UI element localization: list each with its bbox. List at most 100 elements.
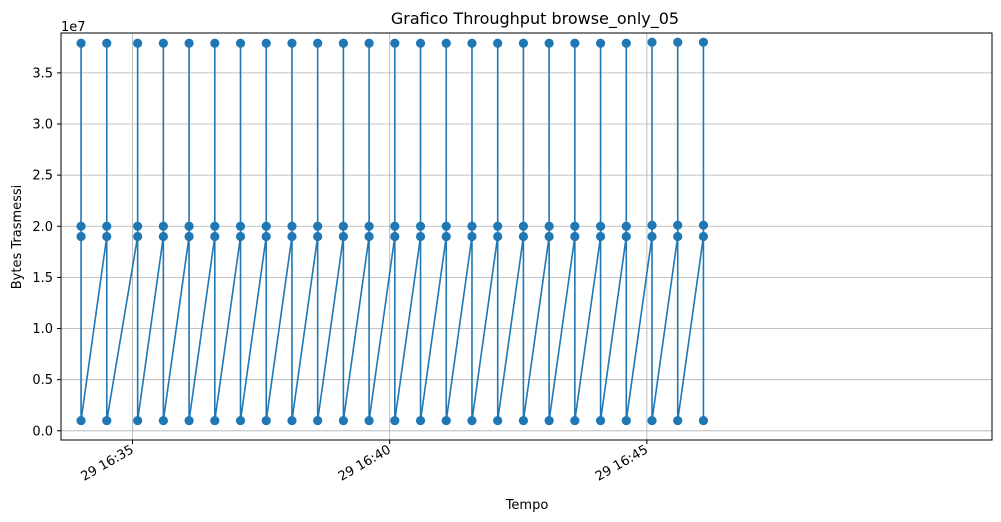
data-point bbox=[133, 38, 143, 48]
data-point bbox=[518, 221, 529, 231]
data-point bbox=[595, 231, 606, 242]
y-axis-ticks: 0.0 0.5 1.0 1.5 2.0 2.5 3.0 3.5 bbox=[32, 66, 61, 439]
data-point bbox=[544, 38, 554, 48]
data-point bbox=[158, 221, 168, 231]
data-point bbox=[647, 220, 657, 230]
data-point bbox=[158, 38, 168, 48]
data-point bbox=[235, 38, 246, 48]
data-point bbox=[313, 231, 323, 242]
data-point bbox=[76, 38, 86, 48]
data-point bbox=[647, 37, 657, 47]
data-point bbox=[364, 38, 374, 48]
data-point bbox=[261, 231, 271, 242]
x-axis-label: Tempo bbox=[505, 498, 549, 513]
data-point bbox=[184, 38, 194, 48]
data-point bbox=[235, 415, 246, 426]
data-point bbox=[698, 415, 709, 426]
data-point bbox=[184, 415, 194, 426]
data-point bbox=[210, 38, 220, 48]
data-point bbox=[390, 415, 400, 426]
data-point bbox=[390, 231, 400, 242]
y-tick-label: 3.0 bbox=[32, 118, 53, 133]
data-point bbox=[313, 38, 323, 48]
data-point bbox=[313, 221, 323, 231]
data-point bbox=[364, 231, 374, 242]
y-axis-label: Bytes Trasmessi bbox=[10, 185, 25, 290]
data-point bbox=[364, 221, 374, 231]
data-point bbox=[102, 231, 112, 242]
data-point bbox=[595, 415, 606, 426]
data-point bbox=[287, 38, 297, 48]
data-point bbox=[102, 38, 112, 48]
data-point bbox=[415, 38, 426, 48]
data-point bbox=[518, 415, 529, 426]
data-point bbox=[338, 38, 348, 48]
data-point bbox=[518, 231, 529, 242]
plot-area-frame bbox=[60, 32, 993, 441]
y-tick-label: 2.5 bbox=[32, 169, 53, 184]
data-point bbox=[313, 415, 323, 426]
y-tick-label: 1.0 bbox=[32, 322, 53, 337]
y-offset-label: 1e7 bbox=[61, 20, 86, 35]
data-point bbox=[570, 415, 580, 426]
data-point bbox=[76, 221, 86, 231]
data-point bbox=[102, 221, 112, 231]
y-tick-label: 0.0 bbox=[32, 424, 53, 439]
data-point bbox=[158, 415, 168, 426]
data-point bbox=[184, 221, 194, 231]
data-point bbox=[493, 231, 503, 242]
series-line bbox=[80, 41, 705, 422]
data-point bbox=[493, 221, 503, 231]
data-point bbox=[544, 415, 554, 426]
data-point bbox=[698, 220, 709, 230]
data-point bbox=[441, 221, 451, 231]
data-point bbox=[518, 38, 529, 48]
data-point bbox=[544, 231, 554, 242]
data-point bbox=[493, 38, 503, 48]
data-point bbox=[698, 231, 709, 242]
data-point bbox=[415, 415, 426, 426]
data-point bbox=[235, 221, 246, 231]
data-point bbox=[287, 415, 297, 426]
data-point bbox=[235, 231, 246, 242]
data-point bbox=[467, 38, 477, 48]
data-point bbox=[210, 221, 220, 231]
data-point bbox=[287, 231, 297, 242]
data-point bbox=[673, 231, 683, 242]
data-point bbox=[390, 38, 400, 48]
data-point bbox=[261, 38, 271, 48]
data-point bbox=[570, 231, 580, 242]
series-throughput bbox=[76, 37, 709, 426]
y-tick-label: 3.5 bbox=[32, 66, 53, 81]
data-point bbox=[570, 221, 580, 231]
data-point bbox=[184, 231, 194, 242]
data-point bbox=[210, 415, 220, 426]
data-point bbox=[76, 231, 86, 242]
data-point bbox=[647, 231, 657, 242]
data-point bbox=[364, 415, 374, 426]
data-point bbox=[467, 415, 477, 426]
data-point bbox=[76, 415, 86, 426]
data-point bbox=[338, 415, 348, 426]
data-point bbox=[673, 220, 683, 230]
data-point bbox=[441, 231, 451, 242]
data-point bbox=[544, 221, 554, 231]
data-point bbox=[673, 415, 683, 426]
y-tick-label: 0.5 bbox=[32, 373, 53, 388]
data-point bbox=[415, 231, 426, 242]
y-tick-label: 2.0 bbox=[32, 220, 53, 235]
data-point bbox=[698, 37, 709, 47]
data-point bbox=[287, 221, 297, 231]
data-point bbox=[133, 231, 143, 242]
data-point bbox=[415, 221, 426, 231]
y-tick-label: 1.5 bbox=[32, 271, 53, 286]
data-point bbox=[673, 37, 683, 47]
data-point bbox=[338, 221, 348, 231]
data-point bbox=[621, 415, 631, 426]
data-point bbox=[621, 231, 631, 242]
data-point bbox=[261, 221, 271, 231]
data-point bbox=[570, 38, 580, 48]
data-point bbox=[390, 221, 400, 231]
